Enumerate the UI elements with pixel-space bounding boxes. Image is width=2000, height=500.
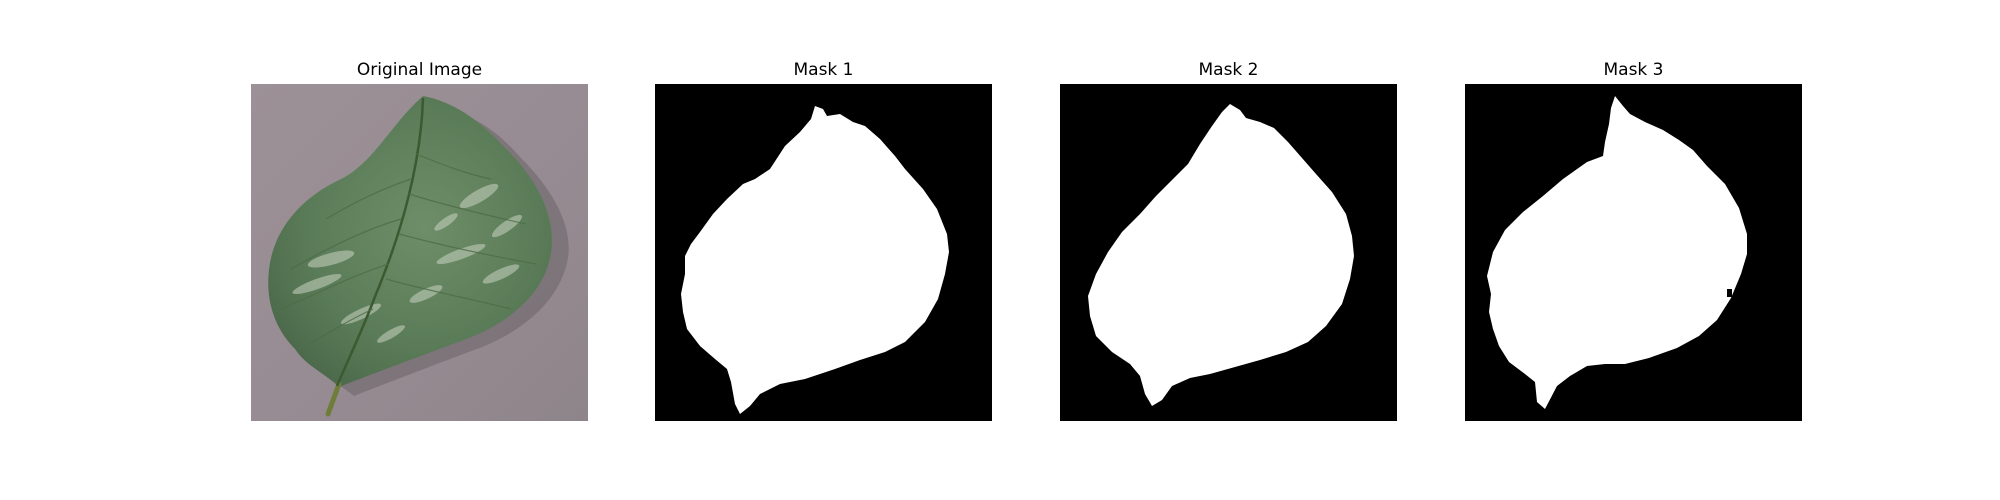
mask-region (681, 106, 949, 414)
mask-1-image (655, 84, 992, 421)
original-leaf-image (251, 84, 588, 421)
mask-2-image (1060, 84, 1397, 421)
panel-mask-3: Mask 3 (1465, 57, 1802, 421)
panel-title: Mask 2 (1198, 60, 1259, 80)
mask-3-image (1465, 84, 1802, 421)
panel-title: Original Image (356, 60, 483, 80)
mask-region (1088, 104, 1354, 406)
panel-title: Mask 3 (1603, 60, 1664, 80)
mask-region (1487, 96, 1747, 409)
panel-mask-1: Mask 1 (655, 57, 992, 421)
panel-original-image: Original Image (251, 57, 588, 421)
panel-mask-2: Mask 2 (1060, 57, 1397, 421)
panel-title: Mask 1 (793, 60, 854, 80)
leaf-shape (268, 96, 552, 387)
